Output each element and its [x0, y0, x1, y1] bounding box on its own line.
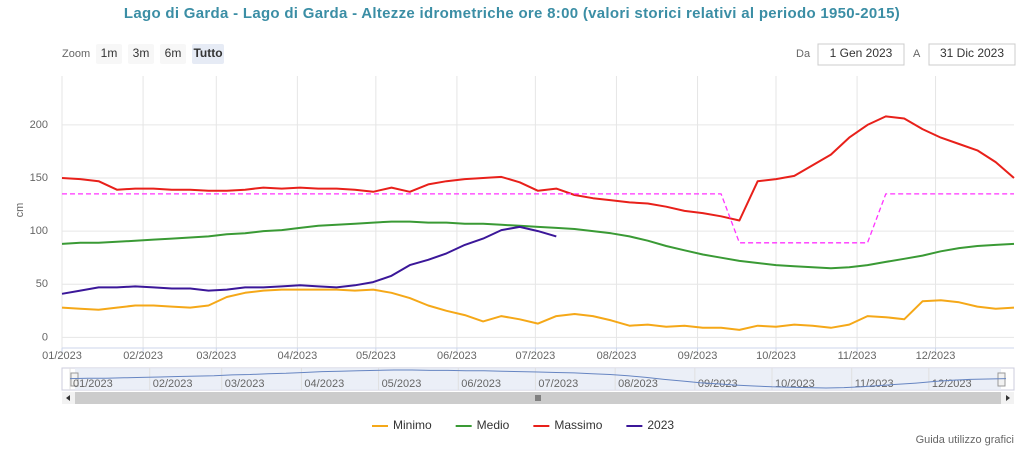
zoom-button[interactable] [128, 44, 154, 64]
zoom-label: Zoom [62, 48, 90, 60]
series-line [62, 193, 1014, 244]
navigator-label: 08/2023 [618, 378, 658, 390]
x-tick-label: 06/2023 [437, 350, 477, 362]
x-tick-label: 01/2023 [42, 350, 82, 362]
y-tick-label: 0 [42, 331, 48, 343]
navigator-mask[interactable] [75, 368, 1001, 390]
x-tick-label: 04/2023 [278, 350, 318, 362]
from-label: Da [796, 48, 811, 60]
x-tick-label: 09/2023 [678, 350, 718, 362]
footer-link[interactable]: Guida utilizzo grafici [916, 434, 1014, 446]
chart-title: Lago di Garda - Lago di Garda - Altezze … [124, 5, 900, 22]
x-tick-label: 02/2023 [123, 350, 163, 362]
scroll-grip [535, 395, 541, 401]
legend-label[interactable]: 2023 [647, 418, 674, 432]
x-tick-label: 07/2023 [516, 350, 556, 362]
y-tick-label: 100 [30, 225, 48, 237]
navigator-label: 04/2023 [304, 378, 344, 390]
legend-label[interactable]: Massimo [554, 418, 602, 432]
y-tick-label: 150 [30, 172, 48, 184]
zoom-button[interactable] [160, 44, 186, 64]
navigator-handle[interactable] [997, 372, 1006, 387]
navigator-label: 01/2023 [73, 378, 113, 390]
zoom-button[interactable] [192, 44, 224, 64]
from-input[interactable] [817, 43, 905, 66]
navigator-label: 07/2023 [538, 378, 578, 390]
x-tick-label: 10/2023 [756, 350, 796, 362]
y-tick-label: 50 [36, 278, 48, 290]
x-tick-label: 05/2023 [356, 350, 396, 362]
from-date[interactable]: 1 Gen 2023 [830, 46, 893, 60]
navigator-label: 06/2023 [461, 378, 501, 390]
legend-label[interactable]: Medio [477, 418, 510, 432]
navigator-label: 03/2023 [225, 378, 265, 390]
to-date[interactable]: 31 Dic 2023 [940, 46, 1004, 60]
navigator-handle[interactable] [70, 372, 79, 387]
zoom-button[interactable] [96, 44, 122, 64]
zoom-button-label[interactable]: 1m [101, 46, 118, 60]
y-axis-title: cm [14, 203, 26, 218]
zoom-button-label[interactable]: 6m [165, 46, 182, 60]
series-line [61, 115, 1015, 222]
to-label: A [913, 48, 921, 60]
x-tick-label: 11/2023 [838, 350, 877, 362]
navigator-label: 05/2023 [382, 378, 422, 390]
series-line [61, 220, 1015, 270]
zoom-button-label[interactable]: 3m [133, 46, 150, 60]
navigator-label: 02/2023 [153, 378, 193, 390]
x-tick-label: 03/2023 [196, 350, 236, 362]
series-line [61, 225, 557, 295]
x-tick-label: 08/2023 [597, 350, 637, 362]
y-tick-label: 200 [30, 119, 48, 131]
series-line [61, 288, 1015, 331]
zoom-button-label[interactable]: Tutto [193, 46, 222, 60]
navigator-line [69, 369, 1007, 389]
navigator-label: 11/2023 [855, 378, 894, 390]
x-tick-label: 12/2023 [916, 350, 956, 362]
to-input[interactable] [928, 43, 1016, 66]
legend-label[interactable]: Minimo [393, 418, 432, 432]
